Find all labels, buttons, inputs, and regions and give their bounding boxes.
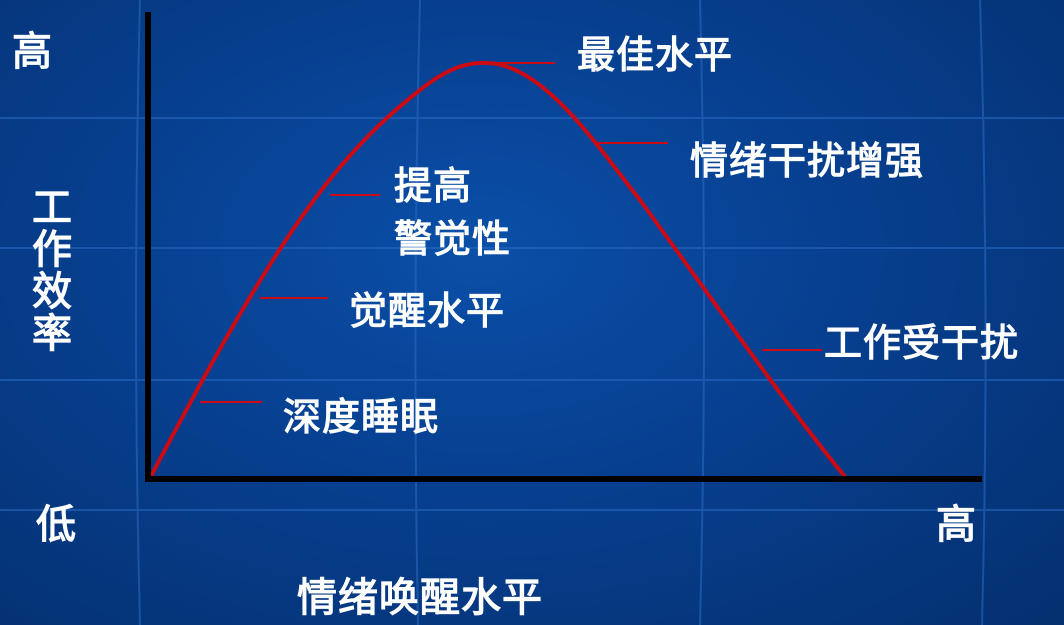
label-work-disturbed: 工作受干扰 bbox=[824, 321, 1020, 365]
label-optimal-level: 最佳水平 bbox=[577, 33, 734, 77]
y-axis-low-label: 低 bbox=[36, 502, 77, 548]
label-emotional-interference: 情绪干扰增强 bbox=[690, 139, 925, 183]
label-deep-sleep: 深度睡眠 bbox=[283, 395, 440, 439]
x-axis-title: 情绪唤醒水平 bbox=[297, 575, 543, 621]
y-axis-title: 工作效率 bbox=[25, 186, 71, 354]
label-arousal-level: 觉醒水平 bbox=[349, 289, 506, 333]
label-raise-alertness-line1: 提高 bbox=[394, 164, 473, 208]
performance-curve bbox=[148, 60, 848, 480]
y-axis-high-label: 高 bbox=[12, 29, 53, 75]
x-axis-high-label: 高 bbox=[936, 502, 977, 548]
label-raise-alertness-line2: 警觉性 bbox=[394, 217, 512, 261]
